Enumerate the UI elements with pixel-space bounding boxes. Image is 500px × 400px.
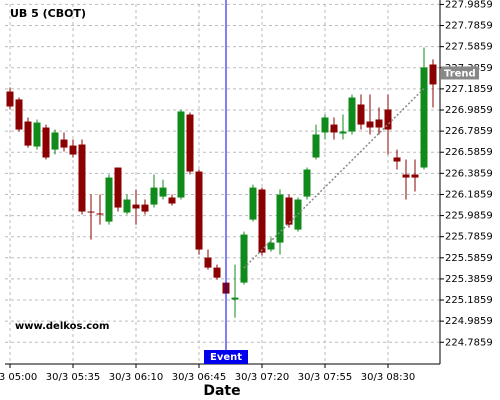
y-tick-label: 225.1859: [445, 295, 493, 306]
candle-body: [114, 167, 122, 208]
candle-body: [33, 122, 41, 147]
candle-body: [123, 199, 131, 213]
trend-label: Trend: [444, 68, 476, 79]
candle-body: [294, 199, 302, 230]
candle-body: [186, 114, 194, 172]
candle-body: [42, 127, 50, 158]
candle-body: [339, 131, 347, 134]
x-tick-label: 30/3 05:00: [0, 372, 37, 383]
y-tick-label: 227.1859: [445, 84, 493, 95]
y-tick-label: 225.5859: [445, 253, 493, 264]
candle-body: [105, 177, 113, 222]
x-tick-label: 30/3 08:30: [361, 372, 415, 383]
candle-body: [321, 117, 329, 133]
y-tick-label: 226.1859: [445, 189, 493, 200]
candle-body: [276, 194, 284, 243]
y-tick-label: 224.7859: [445, 337, 493, 348]
candle-body: [24, 121, 32, 146]
candle-body: [303, 169, 311, 197]
candle-body: [6, 91, 14, 107]
candle-body: [15, 99, 23, 130]
candle-body: [375, 119, 383, 128]
candle-body: [240, 234, 248, 283]
candle-body: [231, 297, 239, 300]
candle-body: [177, 111, 185, 198]
candle-body: [393, 157, 401, 162]
candle-body: [330, 124, 338, 133]
candle-body: [132, 204, 140, 209]
candle-body: [168, 197, 176, 204]
candle-body: [402, 174, 410, 178]
candle-body: [258, 189, 266, 253]
event-label-box: [204, 350, 248, 364]
y-tick-label: 225.9859: [445, 211, 493, 222]
y-tick-label: 224.9859: [445, 316, 493, 327]
chart-title: UB 5 (CBOT): [10, 7, 86, 20]
y-tick-label: 226.9859: [445, 105, 493, 116]
candle-body: [411, 174, 419, 178]
x-tick-label: 30/3 06:10: [109, 372, 163, 383]
y-tick-label: 226.7859: [445, 126, 493, 137]
y-tick-label: 226.5859: [445, 147, 493, 158]
y-tick-label: 227.9859: [445, 0, 493, 10]
candle-body: [213, 267, 221, 278]
trend-label-box: [441, 66, 479, 80]
candle-body: [87, 211, 95, 213]
candle-body: [312, 134, 320, 158]
candle-body: [96, 213, 104, 215]
y-tick-label: 225.7859: [445, 232, 493, 243]
candle-body: [267, 242, 275, 250]
candle-body: [357, 104, 365, 125]
candle-body: [249, 187, 257, 220]
candle-body: [195, 171, 203, 250]
candle-body: [150, 187, 158, 205]
x-tick-label: 30/3 05:35: [46, 372, 100, 383]
candle-body: [141, 204, 149, 212]
candle-body: [366, 121, 374, 128]
candle-body: [69, 145, 77, 155]
x-tick-label: 30/3 07:55: [298, 372, 352, 383]
x-axis-label: Date: [203, 383, 240, 399]
y-tick-label: 227.5859: [445, 42, 493, 53]
candle-body: [204, 257, 212, 268]
trend-line: [243, 87, 425, 269]
candle-body: [60, 139, 68, 148]
y-tick-label: 227.7859: [445, 21, 493, 32]
candle-body: [159, 187, 167, 197]
candle-body: [384, 109, 392, 130]
x-tick-label: 30/3 07:20: [235, 372, 289, 383]
y-tick-label: 225.3859: [445, 274, 493, 285]
candle-body: [348, 97, 356, 132]
y-tick-label: 226.3859: [445, 168, 493, 179]
candle-body: [429, 64, 437, 85]
watermark: www.delkos.com: [15, 321, 109, 332]
event-label: Event: [210, 352, 242, 363]
candle-body: [78, 144, 86, 212]
candle-body: [51, 132, 59, 150]
candle-body: [420, 67, 428, 168]
x-tick-label: 30/3 06:45: [172, 372, 226, 383]
candle-body: [285, 197, 293, 225]
